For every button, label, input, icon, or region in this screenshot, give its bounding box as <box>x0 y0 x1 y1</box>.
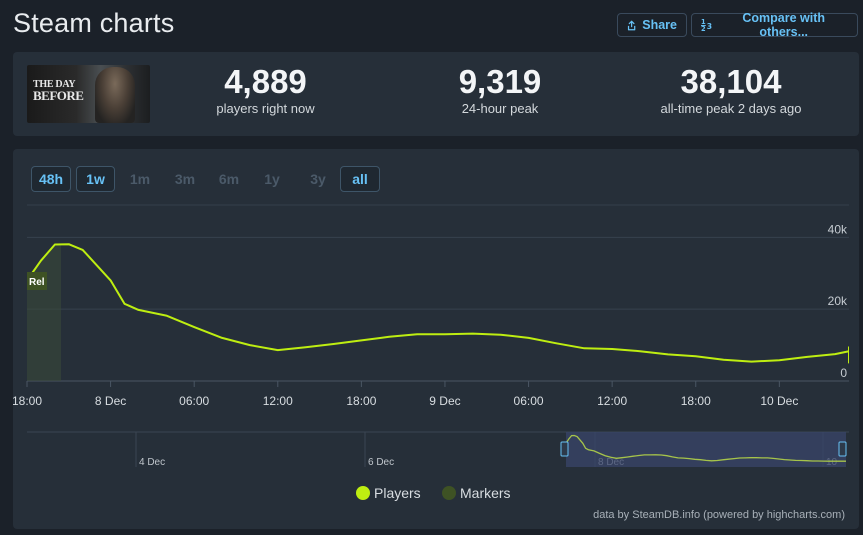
y-tick-label: 0 <box>840 366 847 380</box>
x-tick-label: 06:00 <box>179 394 209 408</box>
share-icon <box>627 20 636 30</box>
range-button-3y[interactable]: 3y <box>310 171 326 187</box>
y-tick-label: 40k <box>828 222 848 236</box>
x-tick-label: 18:00 <box>13 394 42 408</box>
stat-label: all-time peak 2 days ago <box>660 101 802 116</box>
x-tick-label: 18:00 <box>346 394 376 408</box>
stat-value: 9,319 <box>458 63 542 100</box>
y-tick-label: 20k <box>828 294 848 308</box>
x-tick-label: 18:00 <box>681 394 711 408</box>
stat-players-now: 4,889 players right now <box>203 63 328 117</box>
navigator-selected-range[interactable] <box>566 432 846 467</box>
x-tick-label: 12:00 <box>597 394 627 408</box>
x-tick-label: 8 Dec <box>95 394 126 408</box>
legend-players-swatch[interactable] <box>356 486 370 500</box>
legend-markers-label[interactable]: Markers <box>460 485 511 501</box>
range-button-1y[interactable]: 1y <box>264 171 280 187</box>
share-label: Share <box>642 18 677 32</box>
legend-markers-swatch[interactable] <box>442 486 456 500</box>
compare-icon: 1 2 3 <box>701 18 712 32</box>
release-marker-flag[interactable] <box>27 272 47 290</box>
chart-credits[interactable]: data by SteamDB.info (powered by highcha… <box>593 509 845 521</box>
legend-players-label[interactable]: Players <box>374 485 421 501</box>
compare-label: Compare with others... <box>742 11 826 39</box>
navigator-handle-right[interactable] <box>838 441 847 457</box>
game-logo: THE DAY BEFORE <box>33 79 84 103</box>
share-button[interactable]: Share <box>617 13 687 37</box>
range-button-6m[interactable]: 6m <box>218 171 240 187</box>
x-tick-label: 12:00 <box>263 394 293 408</box>
range-button-all[interactable]: all <box>340 166 380 192</box>
stats-panel: THE DAY BEFORE 4,889 players right now 9… <box>13 52 859 136</box>
game-thumbnail[interactable]: THE DAY BEFORE <box>27 65 150 123</box>
players-series-line[interactable] <box>27 243 849 365</box>
x-tick-label: 10 Dec <box>760 394 798 408</box>
navigator-tick-label: 4 Dec <box>139 457 165 468</box>
chart-panel: 48h 1w 1m 3m 6m 1y 3y all 0 20k 40k Rel 18:00 8 Dec 0… <box>13 149 859 529</box>
navigator-tick-label: 6 Dec <box>368 457 394 468</box>
stat-value: 38,104 <box>680 63 782 100</box>
stat-label: players right now <box>216 101 315 116</box>
players-chart: 0 20k 40k Rel 18:00 8 Dec 06:00 12:00 18:00 9 Dec… <box>13 204 849 501</box>
stat-all-time-peak: 38,104 all-time peak 2 days ago <box>631 63 831 117</box>
game-character-image <box>95 67 135 123</box>
svg-text:1: 1 <box>701 18 706 26</box>
svg-text:2: 2 <box>701 25 706 32</box>
range-button-1w[interactable]: 1w <box>76 166 115 192</box>
x-tick-label: 9 Dec <box>429 394 460 408</box>
svg-text:3: 3 <box>707 22 712 31</box>
x-tick-label: 06:00 <box>514 394 544 408</box>
compare-button[interactable]: 1 2 3 Compare with others... <box>691 11 858 39</box>
page-title: Steam charts <box>13 8 175 38</box>
range-button-3m[interactable]: 3m <box>174 171 196 187</box>
navigator-series-line <box>565 434 846 462</box>
range-button-48h[interactable]: 48h <box>31 166 71 192</box>
range-button-1m[interactable]: 1m <box>129 171 151 187</box>
navigator-handle-left[interactable] <box>560 441 569 457</box>
stat-label: 24-hour peak <box>461 101 539 116</box>
release-marker-label: Rel <box>29 277 45 288</box>
stat-24h-peak: 9,319 24-hour peak <box>425 63 575 117</box>
stat-value: 4,889 <box>224 63 307 100</box>
